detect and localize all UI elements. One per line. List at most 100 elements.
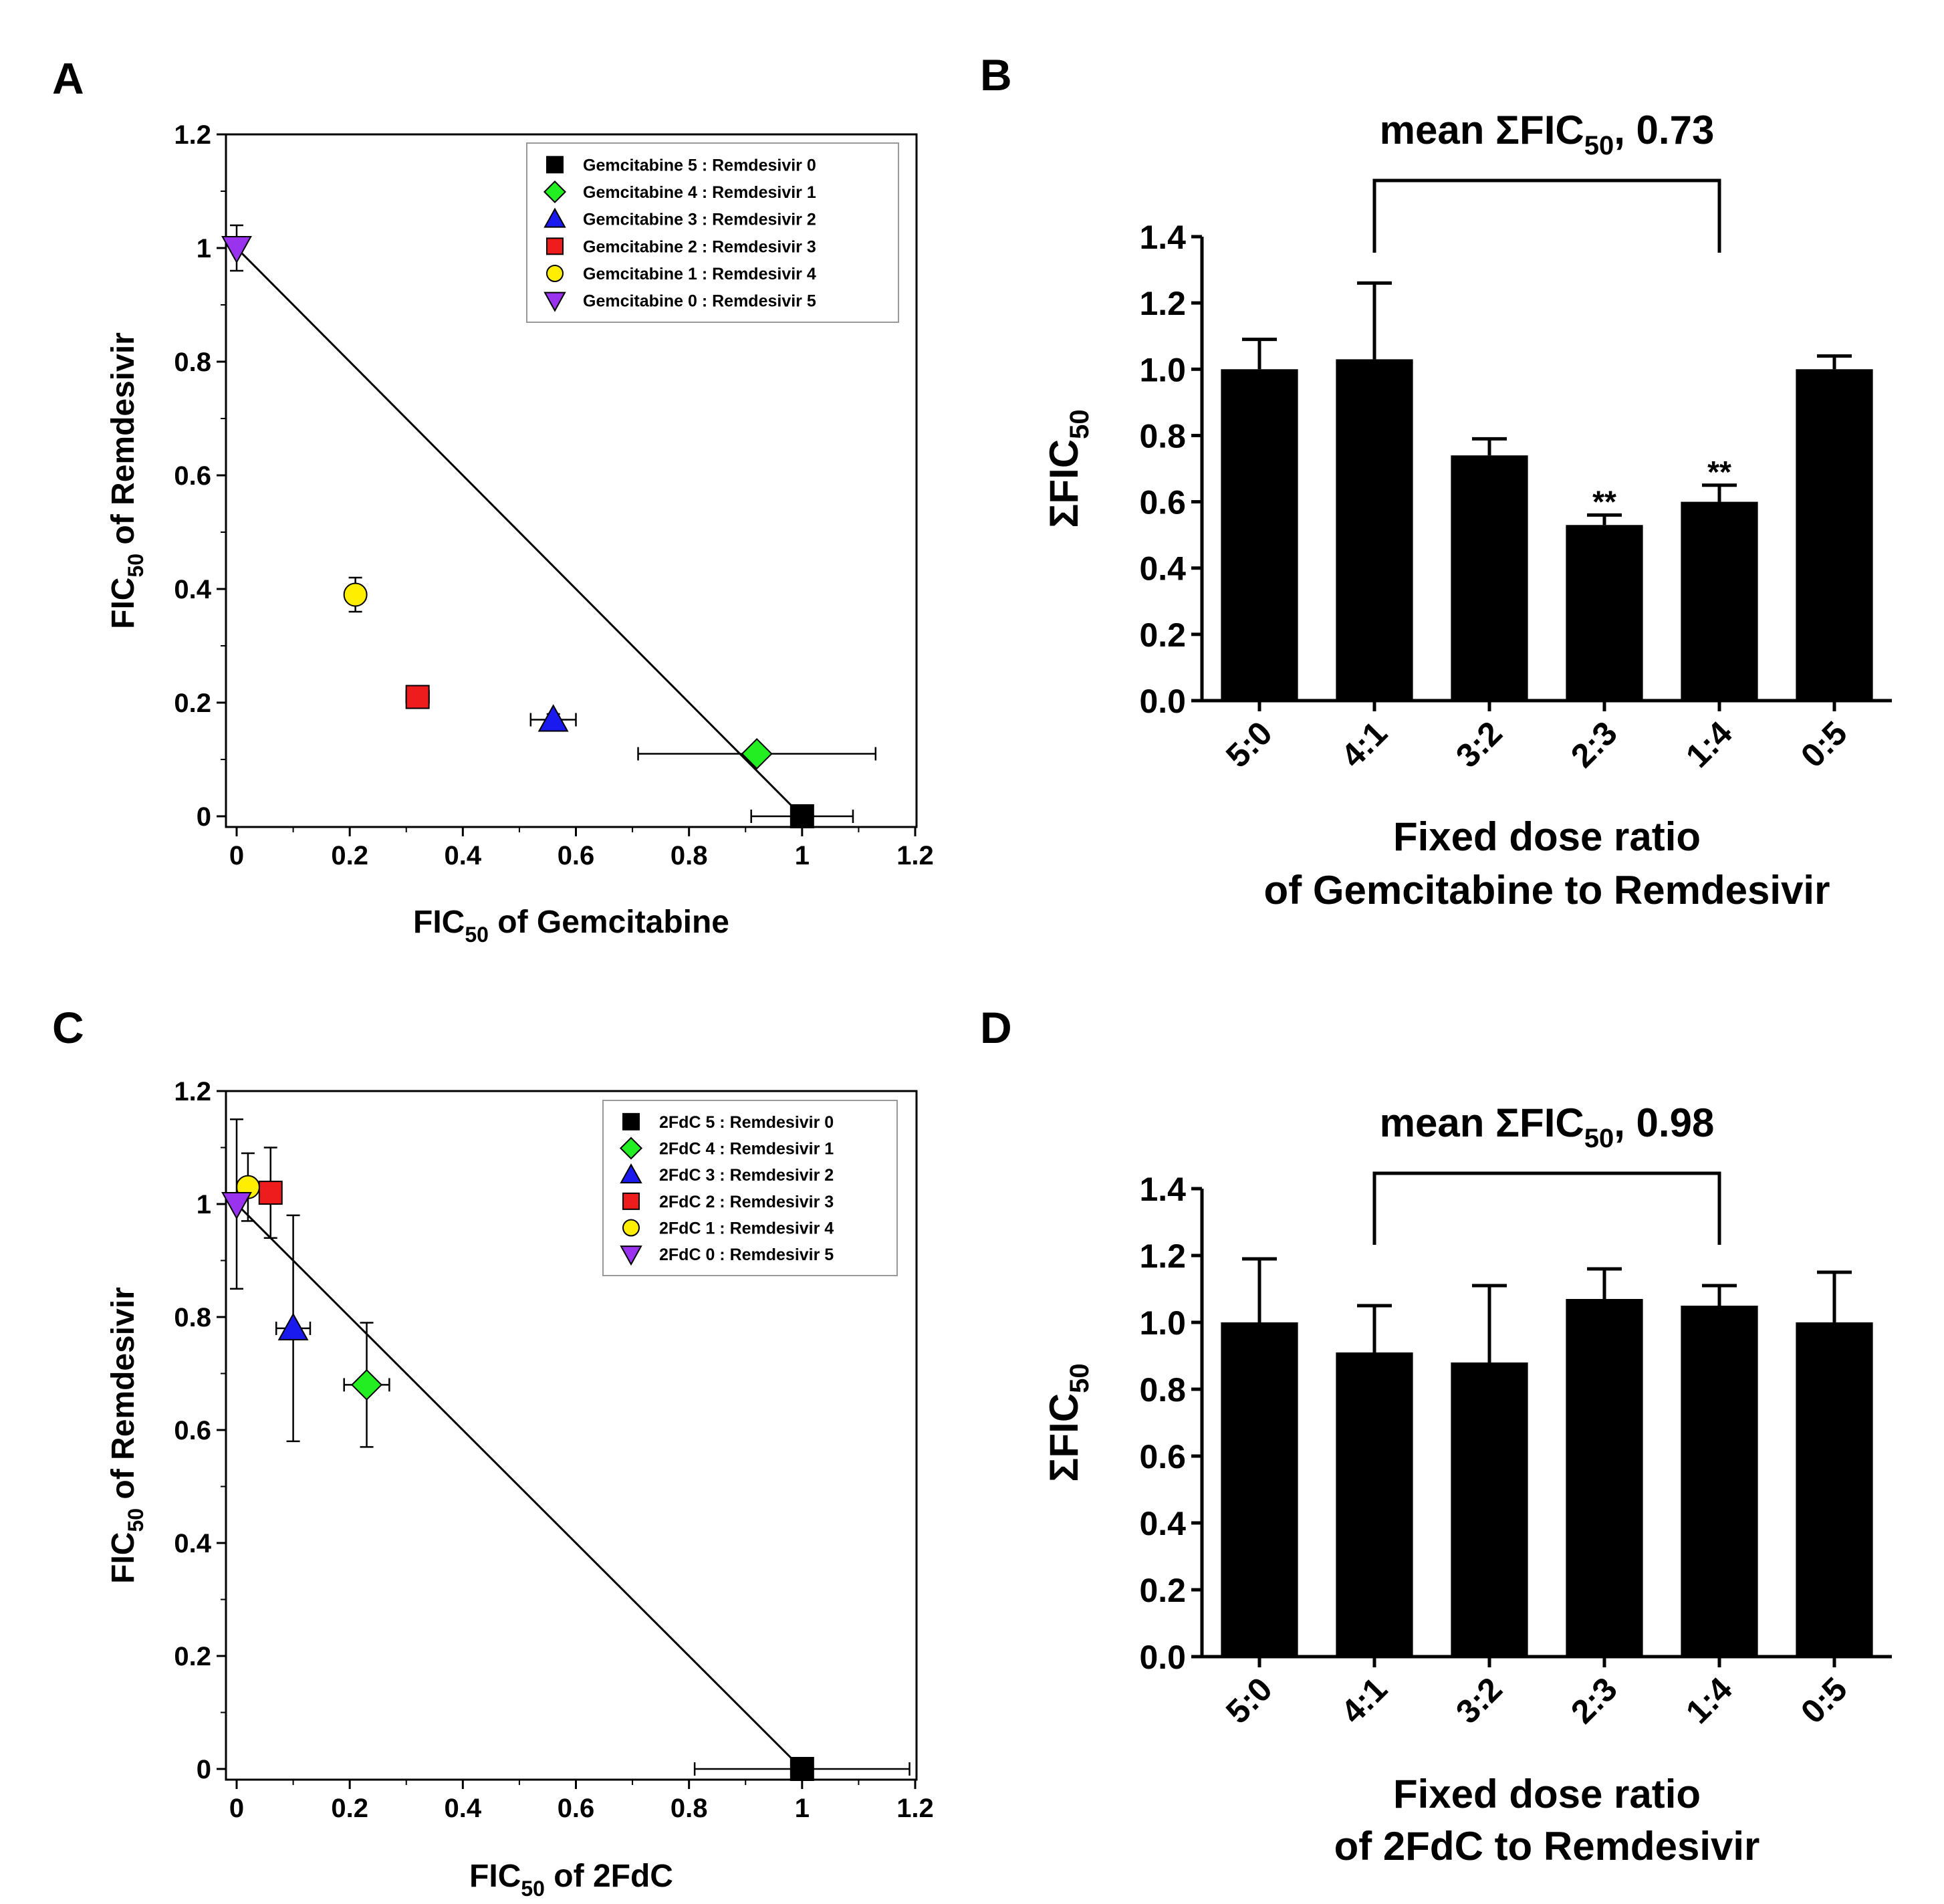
x-tick-label: 0.6	[558, 1794, 595, 1823]
bar-group	[1221, 338, 1298, 701]
legend-entry-label: Gemcitabine 3 : Remdesivir 2	[583, 211, 816, 229]
y-tick-label: 0.8	[174, 348, 211, 377]
y-tick-label: 0	[197, 802, 211, 832]
legend-entry-label: 2FdC 4 : Remdesivir 1	[659, 1140, 834, 1159]
bar-group	[1681, 1284, 1758, 1657]
legend-square-icon	[622, 1192, 640, 1210]
diamond-marker	[741, 737, 773, 770]
x-tick-label: 0.8	[671, 1794, 708, 1823]
chart-title-subscript: 50	[1584, 131, 1614, 160]
legend-entry-label: Gemcitabine 0 : Remdesivir 5	[583, 292, 816, 311]
legend: Gemcitabine 5 : Remdesivir 0 Gemcitabine …	[526, 142, 899, 323]
legend-square-icon	[546, 156, 564, 174]
triangle-up-marker	[277, 1312, 309, 1340]
y-axis-title: FIC50 of Remdesivir	[106, 1287, 148, 1584]
panel-d-bar-chart: 0.0 0.2 0.4 0.6 0.8 1.0 1.2 1.4 5:0 4:1 3:2 2:3 1:4 0…	[1042, 1100, 1892, 1869]
panel-c-label: C	[52, 1003, 84, 1052]
x-tick-label: 1.2	[896, 841, 934, 870]
y-tick-label: 0.2	[1139, 616, 1186, 654]
legend-entry-label: Gemcitabine 1 : Remdesivir 4	[583, 265, 816, 283]
data-point	[750, 804, 854, 828]
legend-entry-label: Gemcitabine 2 : Remdesivir 3	[583, 237, 816, 256]
y-axis-title: FIC50 of Remdesivir	[106, 332, 148, 629]
panel-b-bar-chart: 0.0 0.2 0.4 0.6 0.8 1.0 1.2 1.4 5:0 4:1 3:2 ** 2:3 **…	[1042, 108, 1892, 913]
y-tick-label: 1.0	[1139, 351, 1186, 388]
plot-frame	[225, 1090, 918, 1781]
square-marker	[405, 685, 430, 709]
diamond-marker	[351, 1368, 383, 1401]
legend-circle-icon	[546, 265, 564, 282]
bar	[1221, 369, 1298, 701]
legend-triangle-up-icon	[620, 1163, 642, 1184]
x-tick-label: 0:5	[1794, 1670, 1854, 1731]
panel-c-scatter: 0 0.2 0.4 0.6 0.8 1 1.2 0 0.2 0.4 0.6 0.8 1 1.2 2FdC 5…	[106, 1077, 934, 1901]
x-axis-title-suffix: of 2FdC	[545, 1859, 673, 1894]
bar	[1221, 1322, 1298, 1657]
bar	[1451, 1362, 1528, 1657]
data-point	[637, 737, 877, 770]
legend-entry-label: 2FdC 1 : Remdesivir 4	[659, 1219, 834, 1238]
bar	[1566, 1299, 1643, 1657]
x-tick-label: 5:0	[1219, 714, 1280, 775]
legend-triangle-down-icon	[543, 291, 566, 312]
x-tick-label: 1.2	[896, 1794, 934, 1823]
data-point	[343, 576, 368, 613]
bar-group: **	[1566, 484, 1643, 701]
bar-group	[1451, 437, 1528, 701]
legend-diamond-icon	[543, 180, 567, 204]
x-axis-title-suffix: of Gemcitabine	[489, 905, 729, 940]
x-tick-label: 3:2	[1449, 714, 1509, 775]
data-point	[343, 1322, 390, 1448]
chart-title: mean ΣFIC50, 0.73	[1380, 108, 1715, 160]
y-axis-title-subscript: 50	[124, 554, 148, 578]
y-axis-title-suffix: of Remdesivir	[106, 332, 141, 554]
square-marker	[258, 1181, 283, 1205]
x-tick-label: 0.4	[445, 841, 482, 870]
bar	[1451, 455, 1528, 701]
chart-title: mean ΣFIC50, 0.98	[1380, 1100, 1715, 1153]
significance-marker: **	[1592, 484, 1616, 519]
chart-title-suffix: , 0.73	[1614, 108, 1714, 152]
y-tick-label: 0.4	[1139, 550, 1186, 588]
y-axis-title-subscript: 50	[1065, 409, 1094, 439]
circle-marker	[343, 582, 368, 607]
x-tick-label: 1	[795, 1794, 810, 1823]
bar	[1796, 1322, 1873, 1657]
x-tick-label: 2:3	[1564, 1670, 1624, 1731]
plot-frame	[225, 133, 918, 828]
y-tick-label: 0.6	[174, 461, 211, 491]
y-tick-label: 1.2	[174, 1077, 211, 1106]
bar-group	[1336, 281, 1413, 701]
x-tick-label: 0.4	[445, 1794, 482, 1823]
bar-group: **	[1681, 455, 1758, 701]
y-tick-label: 0.0	[1139, 1639, 1186, 1676]
x-tick-label: 4:1	[1334, 1670, 1394, 1731]
bar-group	[1796, 1270, 1873, 1657]
square-marker	[789, 804, 814, 828]
y-tick-label: 1	[197, 234, 211, 263]
x-axis-title-subscript: 50	[465, 923, 489, 947]
bar-group	[1221, 1257, 1298, 1657]
data-point	[405, 685, 430, 709]
y-tick-label: 1.2	[1139, 285, 1186, 322]
y-axis-title: ΣFIC50	[1042, 409, 1094, 527]
square-marker	[789, 1757, 814, 1781]
y-axis-title-prefix: FIC	[106, 1532, 141, 1584]
legend-entry-label: Gemcitabine 5 : Remdesivir 0	[583, 156, 816, 174]
additivity-line	[235, 1203, 803, 1770]
legend-entry-label: 2FdC 3 : Remdesivir 2	[659, 1166, 834, 1185]
x-tick-label: 5:0	[1219, 1670, 1280, 1731]
y-tick-label: 0.2	[174, 1642, 211, 1671]
x-axis-title-subscript: 50	[521, 1877, 545, 1901]
x-tick-label: 1:4	[1679, 714, 1739, 775]
legend-circle-icon	[622, 1219, 640, 1237]
legend-triangle-up-icon	[543, 207, 566, 228]
y-axis-title-subscript: 50	[124, 1508, 148, 1532]
data-point	[221, 1118, 252, 1290]
legend-triangle-down-icon	[620, 1245, 642, 1266]
data-point	[275, 1214, 312, 1443]
legend-square-icon	[622, 1112, 640, 1130]
data-point	[258, 1147, 283, 1239]
x-tick-label: 0.2	[331, 1794, 368, 1823]
panel-a-scatter: 0 0.2 0.4 0.6 0.8 1 1.2 0 0.2 0.4 0.6 0.8 1 1.2 Gemcit…	[106, 120, 934, 947]
